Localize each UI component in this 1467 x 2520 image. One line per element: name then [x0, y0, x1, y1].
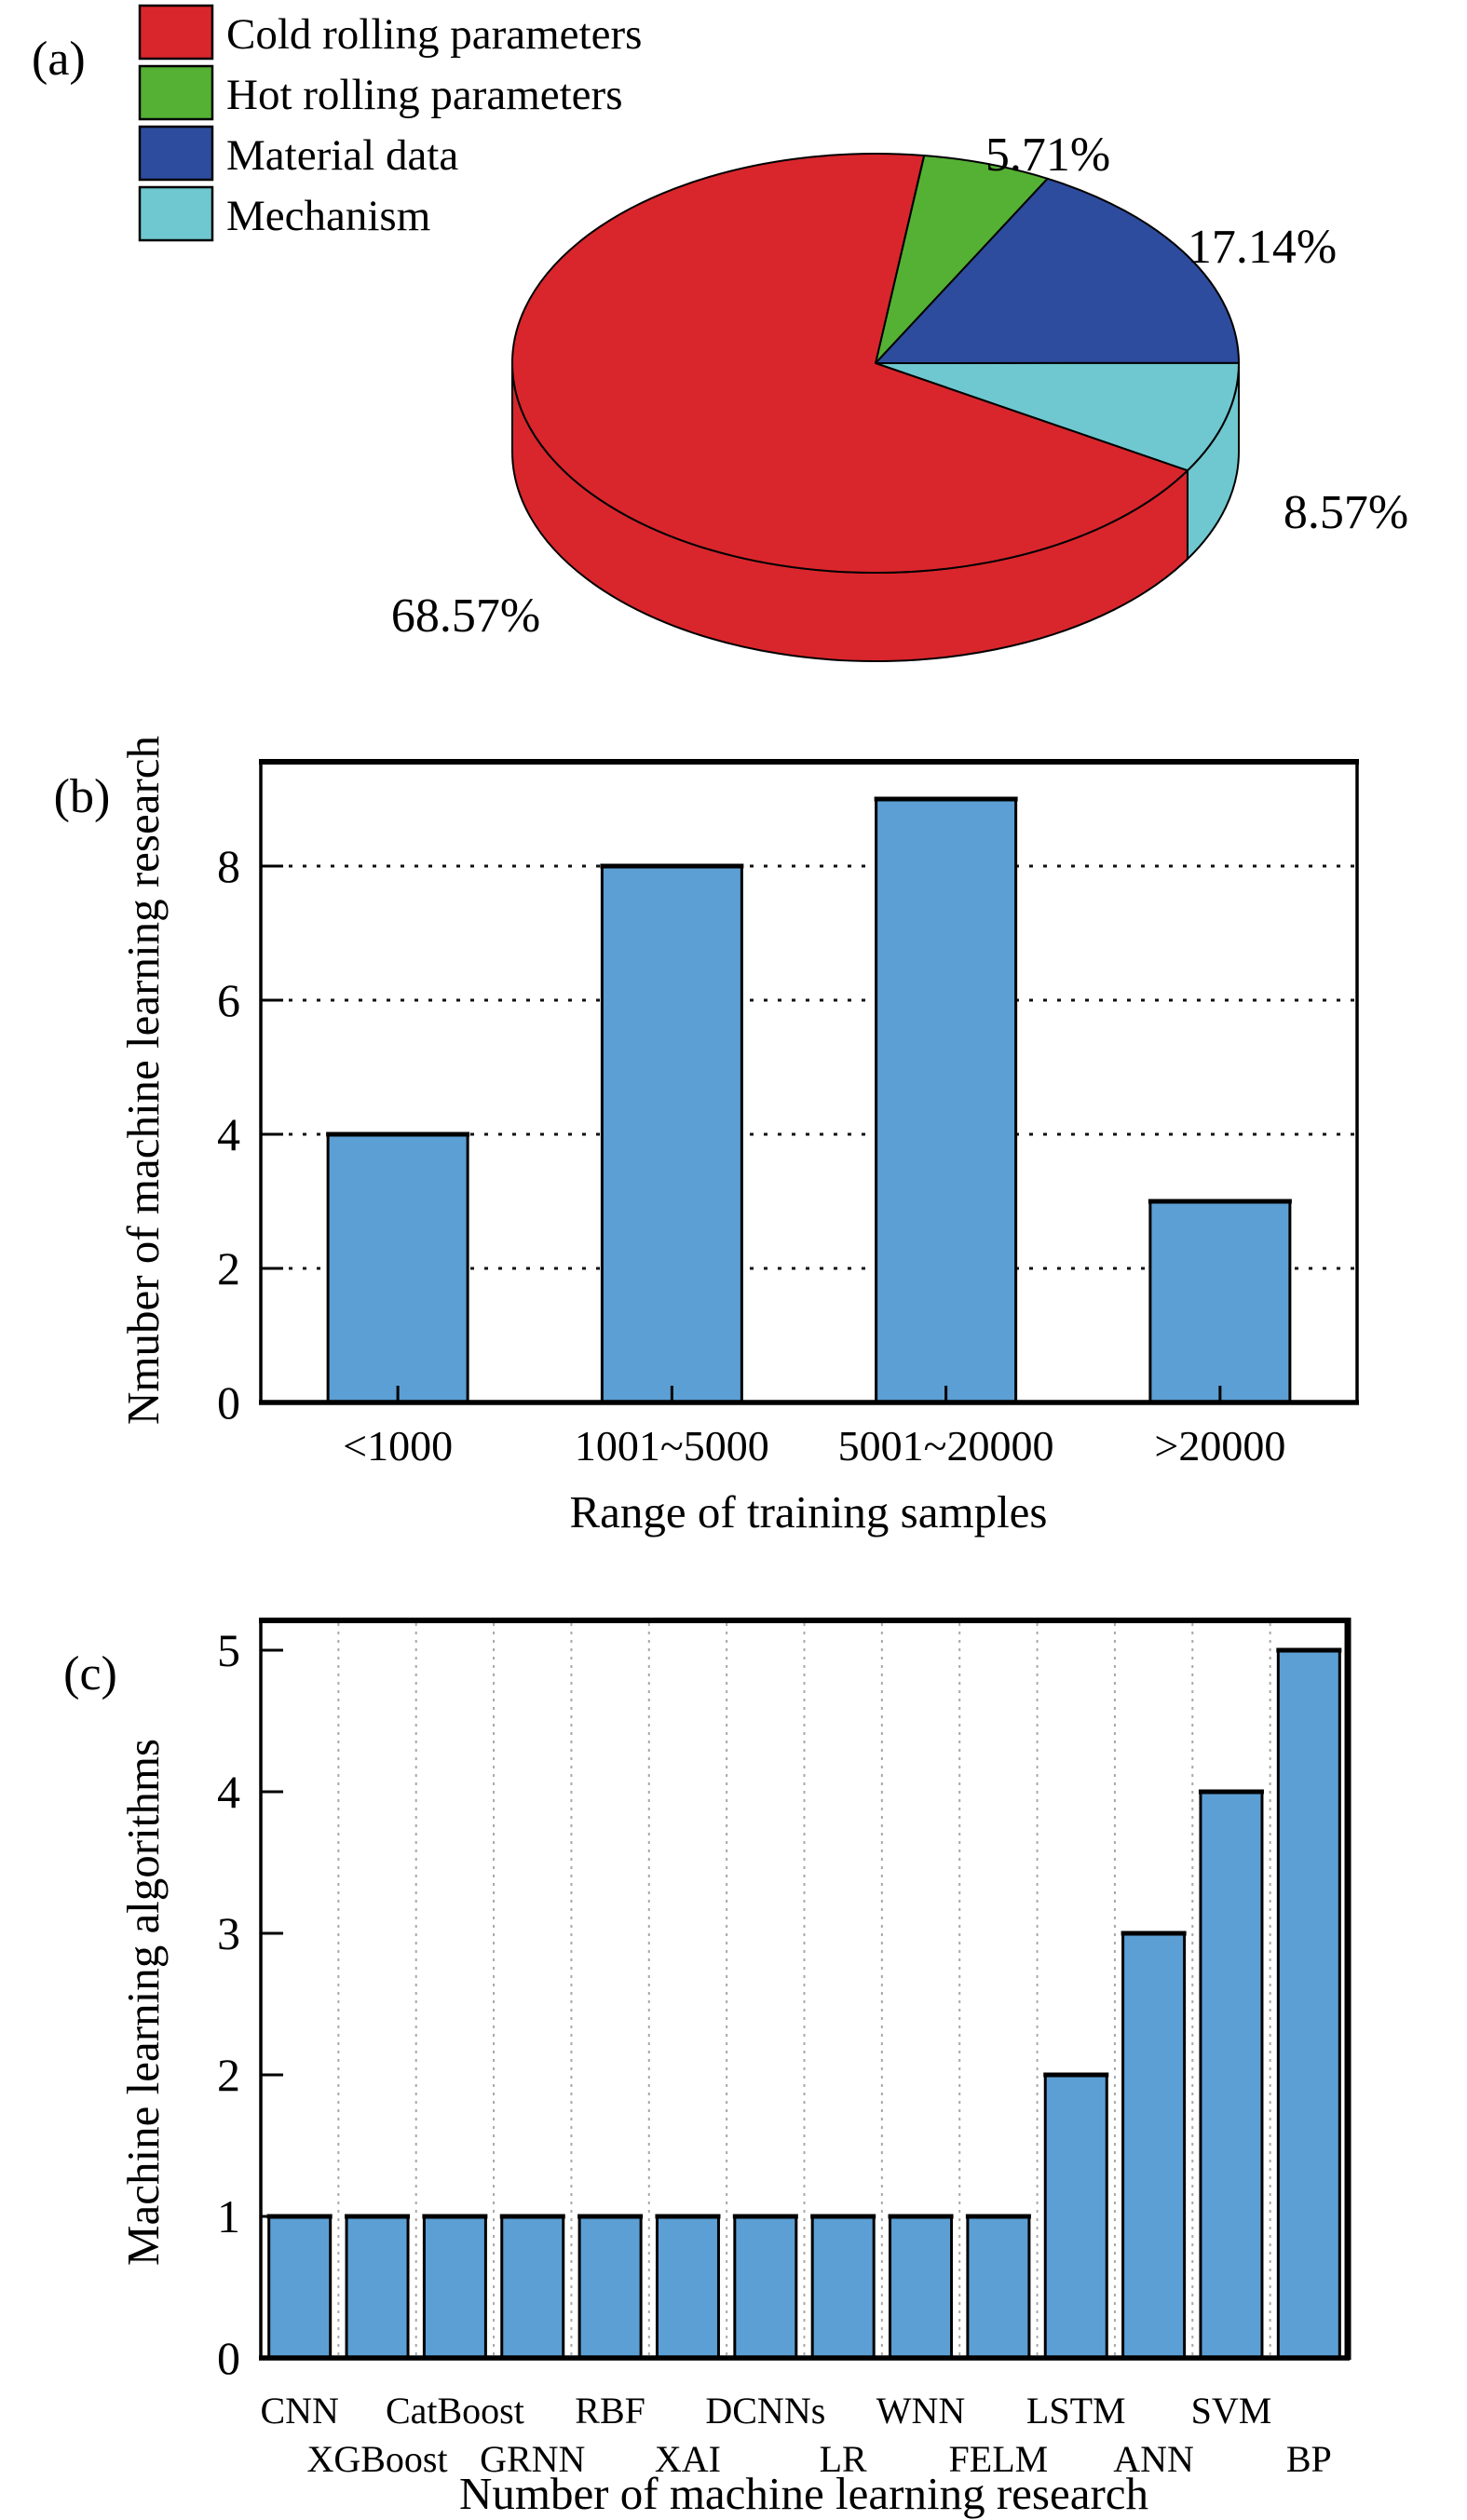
x-tick-label-CatBoost: CatBoost [386, 2390, 524, 2432]
pie-percent-label: 68.57% [391, 589, 540, 643]
bar->20000 [1148, 1199, 1292, 1404]
x-tick-label-XGBoost: XGBoost [306, 2438, 447, 2480]
x-tick-label-5001~20000: 5001~20000 [838, 1422, 1054, 1470]
pie-slice-mechanism [875, 361, 1241, 472]
bar-RBF [577, 2215, 643, 2360]
y-tick-label: 0 [217, 2332, 240, 2384]
panel-b-plot: 0 2 4 6 8 <1000 1001~5000 5001~20000 >20000 [217, 759, 1359, 1470]
legend-swatch-material-data [138, 125, 214, 182]
legend-swatch-cold-rolling-parameters [138, 4, 214, 61]
x-tick-label-FELM: FELM [949, 2438, 1049, 2480]
x-tick-label-RBF: RBF [575, 2390, 645, 2432]
bar-CatBoost [422, 2215, 487, 2360]
y-tick-label: 0 [217, 1376, 240, 1429]
bar-LSTM [1043, 2073, 1108, 2360]
legend-label: Material data [226, 131, 458, 180]
legend-swatch-hot-rolling-parameters [138, 64, 214, 121]
pie-percent-label: 5.71% [985, 129, 1110, 182]
bar-DCNNs [733, 2215, 798, 2360]
legend-label: Cold rolling parameters [226, 10, 642, 59]
y-tick-label: 1 [217, 2190, 240, 2242]
x-tick-label-SVM: SVM [1191, 2390, 1272, 2432]
panel-b-x-axis-title: Range of training samples [569, 1486, 1047, 1538]
x-tick-label-XAI: XAI [655, 2438, 721, 2480]
pie-percent-label: 17.14% [1188, 221, 1337, 274]
panel-c: (c) Machine learning algorithms 0 1 2 3 4 5 CN… [63, 1618, 1352, 2519]
x-tick-label-LR: LR [820, 2438, 867, 2480]
panel-b-y-axis-title: Nmuber of machine learning research [117, 736, 169, 1425]
x-tick-label-<1000: <1000 [343, 1422, 453, 1470]
bar-CNN [267, 2215, 333, 2360]
y-tick-label: 2 [217, 2049, 240, 2101]
panel-b-tag: (b) [54, 770, 111, 823]
pie-legend: Cold rolling parameters Hot rolling param… [138, 4, 642, 242]
bar-<1000 [326, 1132, 469, 1404]
x-tick-label-CNN: CNN [260, 2390, 338, 2432]
bar-5001~20000 [875, 797, 1018, 1404]
y-tick-label: 4 [217, 1766, 240, 1818]
panel-a-tag: (a) [32, 33, 86, 86]
x-tick-label-WNN: WNN [876, 2390, 966, 2432]
x-tick-label-1001~5000: 1001~5000 [575, 1422, 769, 1470]
legend-swatch-mechanism [138, 185, 214, 242]
y-tick-label: 4 [217, 1108, 240, 1160]
legend-label: Mechanism [226, 192, 430, 240]
bar-ANN [1121, 1931, 1187, 2360]
bar-LR [810, 2215, 876, 2360]
pie-percent-label: 8.57% [1284, 486, 1408, 539]
pie-chart: 5.71% 17.14% 8.57% 68.57% [391, 129, 1408, 662]
bar-SVM [1199, 1790, 1264, 2360]
panel-c-x-axis-title: Number of machine learning research [459, 2468, 1148, 2519]
y-tick-label: 2 [217, 1242, 240, 1294]
bar-BP [1276, 1648, 1341, 2360]
x-tick-label-DCNNs: DCNNs [705, 2390, 825, 2432]
panel-c-y-axis-title: Machine learning algorithms [117, 1739, 169, 2266]
panel-a: (a) Cold rolling parameters Hot rolling p… [32, 4, 1408, 662]
y-tick-label: 6 [217, 974, 240, 1026]
bar-XAI [655, 2215, 720, 2360]
legend-label: Hot rolling parameters [226, 71, 622, 119]
x-tick-label-LSTM: LSTM [1026, 2390, 1126, 2432]
pie-slice-material-data [875, 177, 1240, 364]
pie-slice-hot-rolling-parameters [875, 155, 1049, 364]
y-tick-label: 3 [217, 1907, 240, 1959]
x-tick-label-BP: BP [1286, 2438, 1332, 2480]
y-tick-label: 5 [217, 1624, 240, 1676]
panel-b: (b) Nmuber of machine learning research … [54, 736, 1359, 1538]
x-tick-label->20000: >20000 [1154, 1422, 1285, 1470]
bar-WNN [889, 2215, 954, 2360]
panel-c-tag: (c) [63, 1647, 117, 1700]
bar-1001~5000 [600, 864, 743, 1404]
x-tick-label-GRNN: GRNN [480, 2438, 585, 2480]
y-tick-label: 8 [217, 840, 240, 892]
bar-XGBoost [345, 2215, 410, 2360]
bar-FELM [966, 2215, 1031, 2360]
x-tick-label-ANN: ANN [1113, 2438, 1194, 2480]
pie-slice-cold-rolling-parameters [511, 153, 1189, 574]
bar-GRNN [500, 2215, 565, 2360]
